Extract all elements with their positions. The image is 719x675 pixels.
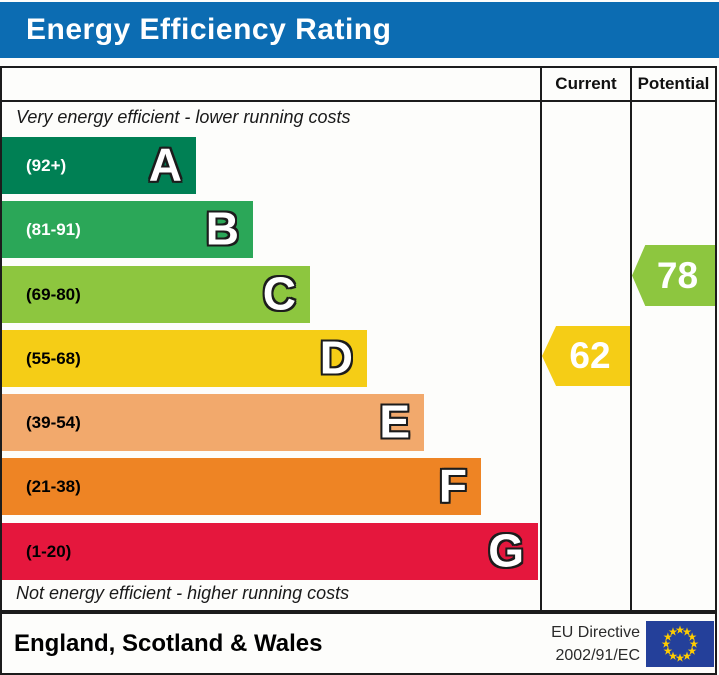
- band-letter-b: B: [205, 202, 239, 255]
- band-letter-a: A: [148, 138, 182, 191]
- column-header-current: Current: [555, 74, 617, 93]
- potential-rating-pointer: 78: [632, 245, 715, 306]
- band-range-label-b: (81-91): [26, 219, 81, 239]
- header-divider-line: [2, 100, 715, 102]
- potential-rating-value: 78: [656, 254, 699, 296]
- current-rating-pointer: 62: [542, 326, 630, 386]
- band-bar-f: (21-38) F: [2, 458, 481, 515]
- band-bar-a: (92+) A: [2, 137, 196, 194]
- current-column-divider: [540, 68, 542, 610]
- top-note: Very energy efficient - lower running co…: [16, 107, 351, 127]
- title-bar: Energy Efficiency Rating: [0, 2, 719, 58]
- band-bar-d: (55-68) D: [2, 330, 367, 387]
- eu-directive-line2: 2002/91/EC: [555, 646, 640, 664]
- band-range-label-c: (69-80): [26, 284, 81, 304]
- eu-directive-line1: EU Directive: [551, 623, 640, 641]
- band-bar-b: (81-91) B: [2, 201, 253, 258]
- band-range-label-a: (92+): [26, 155, 67, 175]
- band-bar-e: (39-54) E: [2, 394, 424, 451]
- eu-directive-text: EU Directive 2002/91/EC: [551, 620, 640, 666]
- column-header-potential: Potential: [637, 74, 710, 93]
- band-range-label-g: (1-20): [26, 541, 72, 561]
- band-bar-g: (1-20) G: [2, 523, 538, 580]
- eu-flag-icon: [646, 621, 714, 667]
- band-range-label-e: (39-54): [26, 412, 81, 432]
- band-bar-c: (69-80) C: [2, 266, 310, 323]
- current-rating-value: 62: [569, 335, 611, 376]
- page-title: Energy Efficiency Rating: [26, 13, 392, 46]
- band-letter-d: D: [319, 331, 353, 384]
- band-letter-g: G: [488, 524, 524, 577]
- band-letter-f: F: [438, 459, 467, 512]
- band-letter-c: C: [262, 267, 296, 320]
- potential-column-divider: [630, 68, 632, 610]
- band-range-label-f: (21-38): [26, 476, 81, 496]
- band-letter-e: E: [379, 395, 410, 448]
- region-label: England, Scotland & Wales: [14, 629, 323, 657]
- bottom-note: Not energy efficient - higher running co…: [16, 583, 350, 603]
- footer-bar: England, Scotland & Wales EU Directive 2…: [0, 612, 717, 675]
- rating-table: Current Potential Very energy efficient …: [0, 66, 717, 612]
- band-range-label-d: (55-68): [26, 348, 81, 368]
